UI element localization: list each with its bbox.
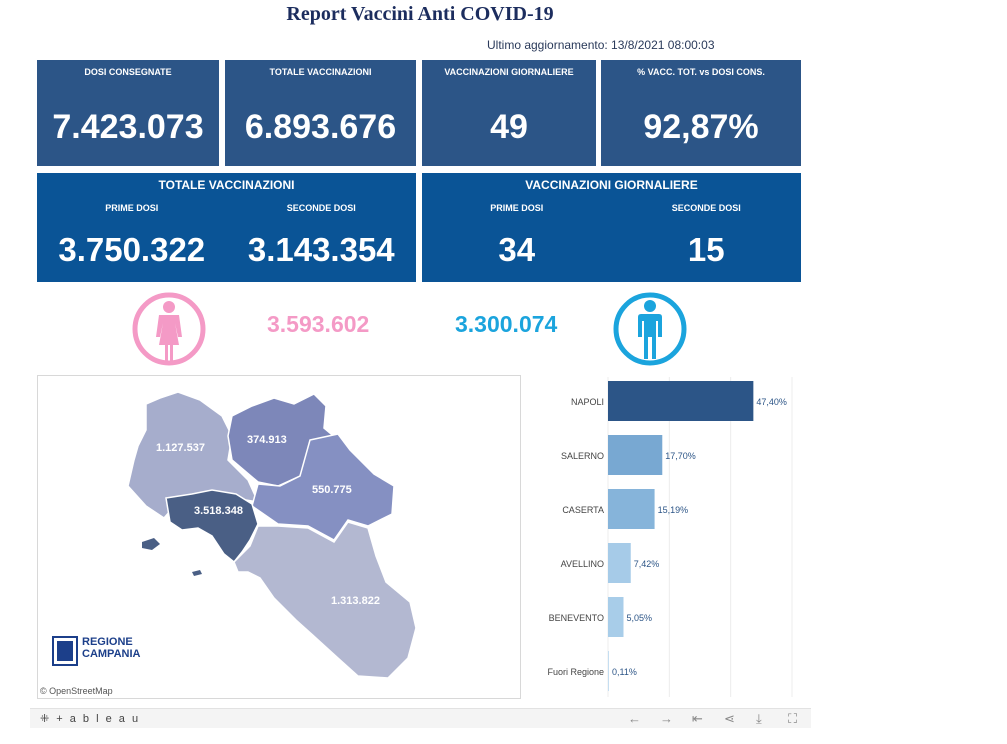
kpi-value: 92,87% — [643, 108, 759, 146]
fullscreen-icon[interactable]: ⛶ — [788, 711, 798, 726]
seconde-dosi-label: SECONDE DOSI — [671, 203, 741, 213]
tableau-toolbar: ⁜ + a b l e a u ← → ⇤ ⋖ ⤓ ⛶ — [30, 708, 811, 728]
island-ischia — [142, 538, 160, 550]
prime-dosi-label: PRIME DOSI — [105, 203, 159, 213]
kpi-label: VACCINAZIONI GIORNALIERE — [444, 67, 574, 77]
bar-napoli[interactable] — [608, 381, 754, 421]
report-title: Report Vaccini Anti COVID-19 — [286, 3, 554, 25]
osm-attribution[interactable]: © OpenStreetMap — [40, 686, 113, 696]
kpi-value: 6.893.676 — [244, 108, 397, 146]
kpi-totale-vaccinazioni: TOTALE VACCINAZIONI 6.893.676 — [225, 60, 416, 166]
totale-vaccinazioni-panel: TOTALE VACCINAZIONI PRIME DOSI SECONDE D… — [37, 173, 416, 282]
bar-avellino[interactable] — [608, 543, 631, 583]
label-salerno: 1.313.822 — [331, 595, 380, 607]
seconde-dosi-label: SECONDE DOSI — [286, 203, 356, 213]
province-avellino[interactable] — [251, 433, 395, 541]
category-label: CASERTA — [562, 505, 604, 515]
male-count: 3.300.074 — [455, 311, 558, 337]
value-label: 5,05% — [626, 613, 652, 623]
category-label: BENEVENTO — [549, 613, 604, 623]
value-label: 47,40% — [756, 397, 787, 407]
bar-benevento[interactable] — [608, 597, 624, 637]
kpi-value: 49 — [490, 108, 528, 146]
label-benevento: 374.913 — [247, 434, 287, 446]
province-napoli[interactable] — [165, 489, 259, 564]
province-salerno[interactable] — [233, 521, 417, 679]
redo-icon[interactable]: → — [660, 711, 673, 726]
kpi-label: % VACC. TOT. vs DOSI CONS. — [637, 67, 765, 77]
kpi-label: TOTALE VACCINAZIONI — [269, 67, 372, 77]
value-label: 15,19% — [658, 505, 689, 515]
prime-dosi-value: 3.750.322 — [58, 231, 206, 268]
kpi-dosi-consegnate: DOSI CONSEGNATE 7.423.073 — [37, 60, 219, 166]
logo-line-2: CAMPANIA — [82, 648, 141, 660]
island-capri — [192, 570, 202, 576]
label-avellino: 550.775 — [312, 484, 352, 496]
last-updated: Ultimo aggiornamento: 13/8/2021 08:00:03 — [487, 38, 715, 52]
revert-icon[interactable]: ⇤ — [692, 711, 703, 726]
value-label: 0,11% — [612, 667, 637, 677]
shield-icon — [52, 636, 78, 666]
female-icon — [132, 292, 206, 366]
category-label: NAPOLI — [571, 397, 604, 407]
share-icon[interactable]: ⋖ — [724, 711, 735, 726]
tableau-logo[interactable]: ⁜ + a b l e a u — [40, 713, 141, 725]
kpi-label: DOSI CONSEGNATE — [84, 67, 172, 77]
download-icon[interactable]: ⤓ — [756, 711, 762, 726]
category-label: SALERNO — [561, 451, 604, 461]
value-label: 17,70% — [665, 451, 696, 461]
panel-title: TOTALE VACCINAZIONI — [158, 178, 295, 192]
label-napoli: 3.518.348 — [194, 505, 243, 517]
bar-fuori-regione[interactable] — [608, 651, 609, 691]
prime-dosi-value: 34 — [498, 231, 536, 268]
campania-map[interactable]: 1.127.537 374.913 550.775 3.518.348 1.31… — [37, 375, 521, 699]
province-bar-chart: NAPOLI 47,40% SALERNO 17,70% CASERTA 15,19% AV… — [527, 375, 807, 705]
value-label: 7,42% — [634, 559, 660, 569]
tableau-plus-icon: ⁜ — [40, 713, 52, 725]
kpi-value: 7.423.073 — [52, 108, 204, 146]
seconde-dosi-value: 15 — [687, 231, 725, 268]
logo-line-1: REGIONE — [82, 636, 133, 648]
category-label: Fuori Regione — [547, 667, 604, 677]
female-count: 3.593.602 — [267, 311, 370, 337]
seconde-dosi-value: 3.143.354 — [247, 231, 395, 268]
bar-caserta[interactable] — [608, 489, 655, 529]
regione-campania-logo: REGIONE CAMPANIA — [52, 634, 152, 670]
undo-icon[interactable]: ← — [628, 711, 641, 726]
kpi-percentuale: % VACC. TOT. vs DOSI CONS. 92,87% — [601, 60, 801, 166]
label-caserta: 1.127.537 — [156, 442, 205, 454]
vaccinazioni-giornaliere-panel: VACCINAZIONI GIORNALIERE PRIME DOSI SECO… — [422, 173, 801, 282]
male-icon — [613, 292, 687, 366]
prime-dosi-label: PRIME DOSI — [490, 203, 544, 213]
category-label: AVELLINO — [561, 559, 604, 569]
bar-salerno[interactable] — [608, 435, 663, 475]
panel-title: VACCINAZIONI GIORNALIERE — [525, 178, 698, 192]
kpi-vaccinazioni-giornaliere: VACCINAZIONI GIORNALIERE 49 — [422, 60, 596, 166]
